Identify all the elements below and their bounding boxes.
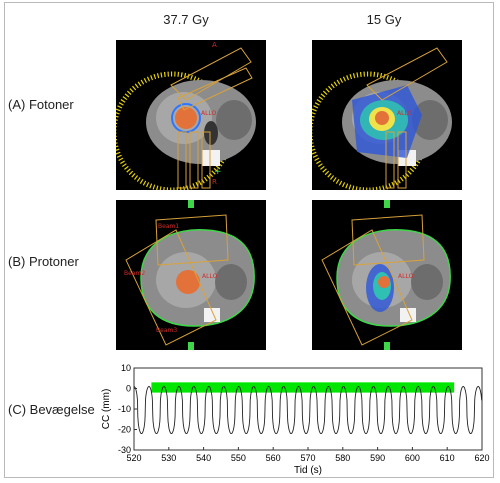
ct-image-proton-37-7: Beam1 Beam2 Beam3 ALLO bbox=[124, 200, 255, 350]
y-ticks: 10 0 -10 -20 -30 bbox=[118, 363, 137, 455]
x-tick-label: 610 bbox=[440, 453, 455, 463]
row-label-a: (A) Fotoner bbox=[8, 97, 74, 112]
beam-outlines bbox=[125, 214, 229, 346]
y-tick-label: -10 bbox=[118, 404, 131, 414]
isocenter-marker: + bbox=[214, 167, 222, 177]
x-tick-label: 560 bbox=[266, 453, 281, 463]
marker-r-bottom: R bbox=[212, 178, 217, 186]
x-tick-label: 580 bbox=[335, 453, 350, 463]
tumour-dose bbox=[375, 111, 389, 125]
ct-panel-photon-15: ALLO bbox=[312, 40, 462, 190]
x-tick-label: 520 bbox=[126, 453, 141, 463]
vertebra bbox=[204, 308, 220, 322]
row-label-b: (B) Protoner bbox=[8, 254, 79, 269]
stomach bbox=[215, 264, 247, 300]
ct-panel-proton-37-7: Beam1 Beam2 Beam3 ALLO bbox=[116, 200, 266, 350]
x-tick-label: 570 bbox=[300, 453, 315, 463]
x-tick-label: 540 bbox=[196, 453, 211, 463]
motion-trace bbox=[133, 385, 483, 435]
ct-panel-photon-37-7: ALLO A R + bbox=[116, 40, 266, 190]
y-tick-label: -30 bbox=[118, 445, 131, 455]
stomach bbox=[216, 100, 252, 140]
tumour-dose bbox=[378, 276, 390, 288]
stomach bbox=[412, 100, 448, 140]
heart-label-b: ALLO bbox=[202, 273, 218, 280]
heart-label-a2: ALLO bbox=[397, 110, 413, 117]
bottom-marker bbox=[384, 342, 390, 350]
ct-image-photon-37-7: ALLO A R + bbox=[116, 41, 256, 190]
beam-label-2: Beam2 bbox=[124, 270, 145, 277]
beam-label-1: Beam1 bbox=[158, 223, 179, 230]
beam-outlines bbox=[170, 47, 253, 189]
motion-chart-svg: 520 530 540 550 560 570 580 590 600 610 620 10 0 -10… bbox=[101, 363, 490, 476]
vertebra bbox=[400, 308, 416, 322]
ct-image-photon-15: ALLO bbox=[312, 47, 452, 190]
y-tick-label: 10 bbox=[121, 363, 131, 373]
top-marker bbox=[188, 200, 194, 208]
bottom-marker bbox=[188, 342, 194, 350]
tumour-dose bbox=[175, 107, 197, 129]
beam-outlines bbox=[366, 47, 448, 189]
row-label-c: (C) Bevægelse bbox=[8, 402, 95, 417]
motion-chart: 520 530 540 550 560 570 580 590 600 610 620 10 0 -10… bbox=[100, 360, 492, 476]
heart-label-a: ALLO bbox=[201, 110, 217, 117]
vertebra bbox=[202, 150, 220, 166]
x-tick-label: 530 bbox=[161, 453, 176, 463]
vessel bbox=[204, 121, 218, 145]
tumour-dose bbox=[176, 270, 200, 294]
ct-image-proton-15: ALLO bbox=[321, 200, 451, 350]
x-axis-label: Tid (s) bbox=[294, 465, 322, 476]
column-title-right: 15 Gy bbox=[366, 12, 402, 27]
beam-outlines bbox=[321, 214, 425, 346]
x-tick-label: 600 bbox=[405, 453, 420, 463]
y-tick-label: -20 bbox=[118, 425, 131, 435]
y-tick-label: 0 bbox=[126, 384, 131, 394]
heart-label-b2: ALLO bbox=[398, 273, 414, 280]
x-tick-label: 590 bbox=[370, 453, 385, 463]
y-axis-label: CC (mm) bbox=[101, 389, 112, 430]
gating-window bbox=[151, 382, 455, 393]
x-ticks: 520 530 540 550 560 570 580 590 600 610 620 bbox=[126, 447, 490, 463]
top-marker bbox=[384, 200, 390, 208]
stomach bbox=[411, 264, 443, 300]
marker-a-top: A bbox=[212, 41, 217, 49]
x-tick-label: 550 bbox=[231, 453, 246, 463]
column-title-left: 37.7 Gy bbox=[163, 12, 209, 27]
x-tick-label: 620 bbox=[474, 453, 489, 463]
beam-label-3: Beam3 bbox=[156, 327, 177, 334]
ct-panel-proton-15: ALLO bbox=[312, 200, 462, 350]
